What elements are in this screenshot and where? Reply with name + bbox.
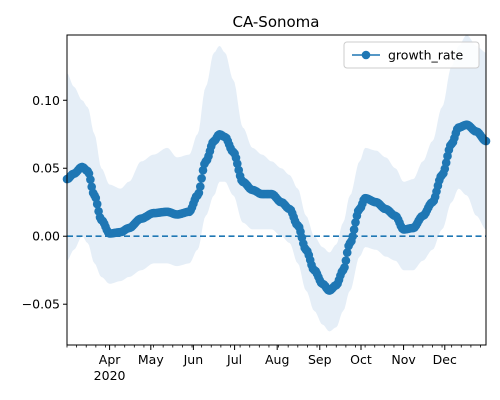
growth-rate-point: [233, 159, 242, 168]
x-tick-label: Aug: [265, 352, 289, 367]
x-tick-label: Nov: [391, 352, 416, 367]
plot-area: [62, 35, 491, 332]
growth-rate-point: [197, 174, 206, 183]
y-tick-label: 0.00: [32, 229, 60, 244]
chart-title: CA-Sonoma: [232, 13, 319, 31]
growth-rate-point: [348, 232, 358, 241]
legend-marker-swatch: [361, 50, 371, 60]
growth-rate-point: [341, 256, 351, 265]
x-tick-label: Jul: [226, 352, 242, 367]
x-tick-label: Dec: [433, 352, 457, 367]
x-tick-label: Sep: [308, 352, 332, 367]
legend-box: [343, 41, 480, 69]
growth-rate-point: [349, 225, 359, 234]
plot-frame: [66, 34, 487, 346]
legend: growth_rate: [343, 41, 480, 69]
x-tick-label: Apr: [99, 352, 121, 367]
legend-label: growth_rate: [388, 48, 463, 63]
confidence-band: [67, 35, 486, 332]
x-tick-label: May: [138, 352, 164, 367]
growth-rate-point: [342, 248, 352, 257]
y-tick-label: 0.10: [32, 93, 60, 108]
x-tick-label: Jun: [183, 352, 204, 367]
x-tick-label: Oct: [350, 352, 372, 367]
growth-rate-point: [351, 218, 360, 227]
growth-rate-point: [86, 175, 95, 184]
y-tick-label: −0.05: [22, 297, 60, 312]
growth-rate-point: [340, 263, 349, 272]
y-tick-label: 0.05: [32, 161, 60, 176]
growth-rate-point: [196, 182, 205, 191]
growth-rate-point: [92, 199, 102, 209]
growth-rate-point: [441, 158, 451, 167]
x-tick-sublabel: 2020: [94, 368, 126, 383]
